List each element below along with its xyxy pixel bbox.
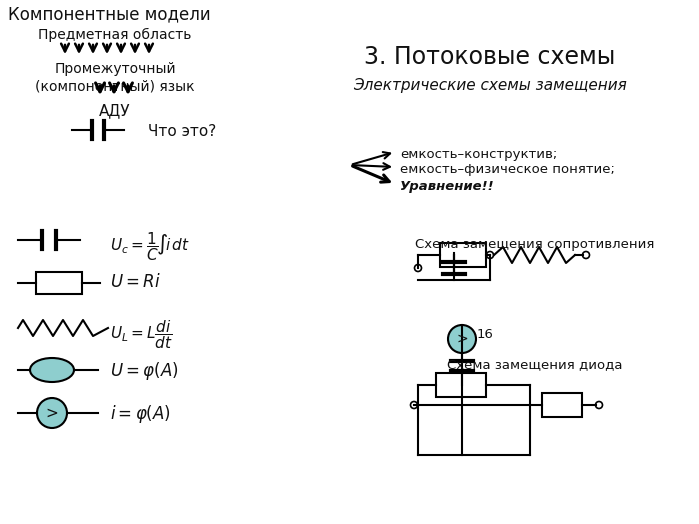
Text: Схема замещения сопротивления: Схема замещения сопротивления xyxy=(415,238,655,251)
Text: емкость–конструктив;: емкость–конструктив; xyxy=(400,148,557,161)
Text: Уравнение!!: Уравнение!! xyxy=(400,180,495,193)
Ellipse shape xyxy=(30,358,74,382)
Text: Что это?: Что это? xyxy=(148,124,216,139)
Bar xyxy=(36,272,82,294)
Text: 16: 16 xyxy=(477,329,494,342)
Text: Компонентные модели: Компонентные модели xyxy=(8,5,210,23)
Bar xyxy=(440,243,486,267)
Circle shape xyxy=(596,401,603,409)
Text: >: > xyxy=(456,332,468,346)
Bar xyxy=(542,393,582,417)
Circle shape xyxy=(37,398,67,428)
Circle shape xyxy=(410,401,417,409)
Text: Электрические схемы замещения: Электрические схемы замещения xyxy=(353,78,627,93)
Text: >: > xyxy=(45,406,59,420)
Text: $U = \varphi(A)$: $U = \varphi(A)$ xyxy=(110,360,178,382)
Text: $U_c = \dfrac{1}{C}\!\int\! i\,dt$: $U_c = \dfrac{1}{C}\!\int\! i\,dt$ xyxy=(110,230,190,263)
Text: АДУ: АДУ xyxy=(99,103,131,118)
Text: Предметная область: Предметная область xyxy=(38,28,192,42)
Text: Промежуточный
(компонентный) язык: Промежуточный (компонентный) язык xyxy=(35,62,195,94)
Circle shape xyxy=(448,325,476,353)
Bar xyxy=(436,373,486,397)
Circle shape xyxy=(487,252,493,258)
Circle shape xyxy=(582,252,589,258)
Text: Схема замещения диода: Схема замещения диода xyxy=(447,358,623,371)
Text: емкость–физическое понятие;: емкость–физическое понятие; xyxy=(400,163,615,176)
Text: 3. Потоковые схемы: 3. Потоковые схемы xyxy=(364,45,616,69)
Circle shape xyxy=(415,265,421,271)
Text: $i = \varphi(A)$: $i = \varphi(A)$ xyxy=(110,403,171,425)
Text: $U = Ri$: $U = Ri$ xyxy=(110,273,161,291)
Text: $U_L = L\dfrac{di}{dt}$: $U_L = L\dfrac{di}{dt}$ xyxy=(110,318,173,351)
